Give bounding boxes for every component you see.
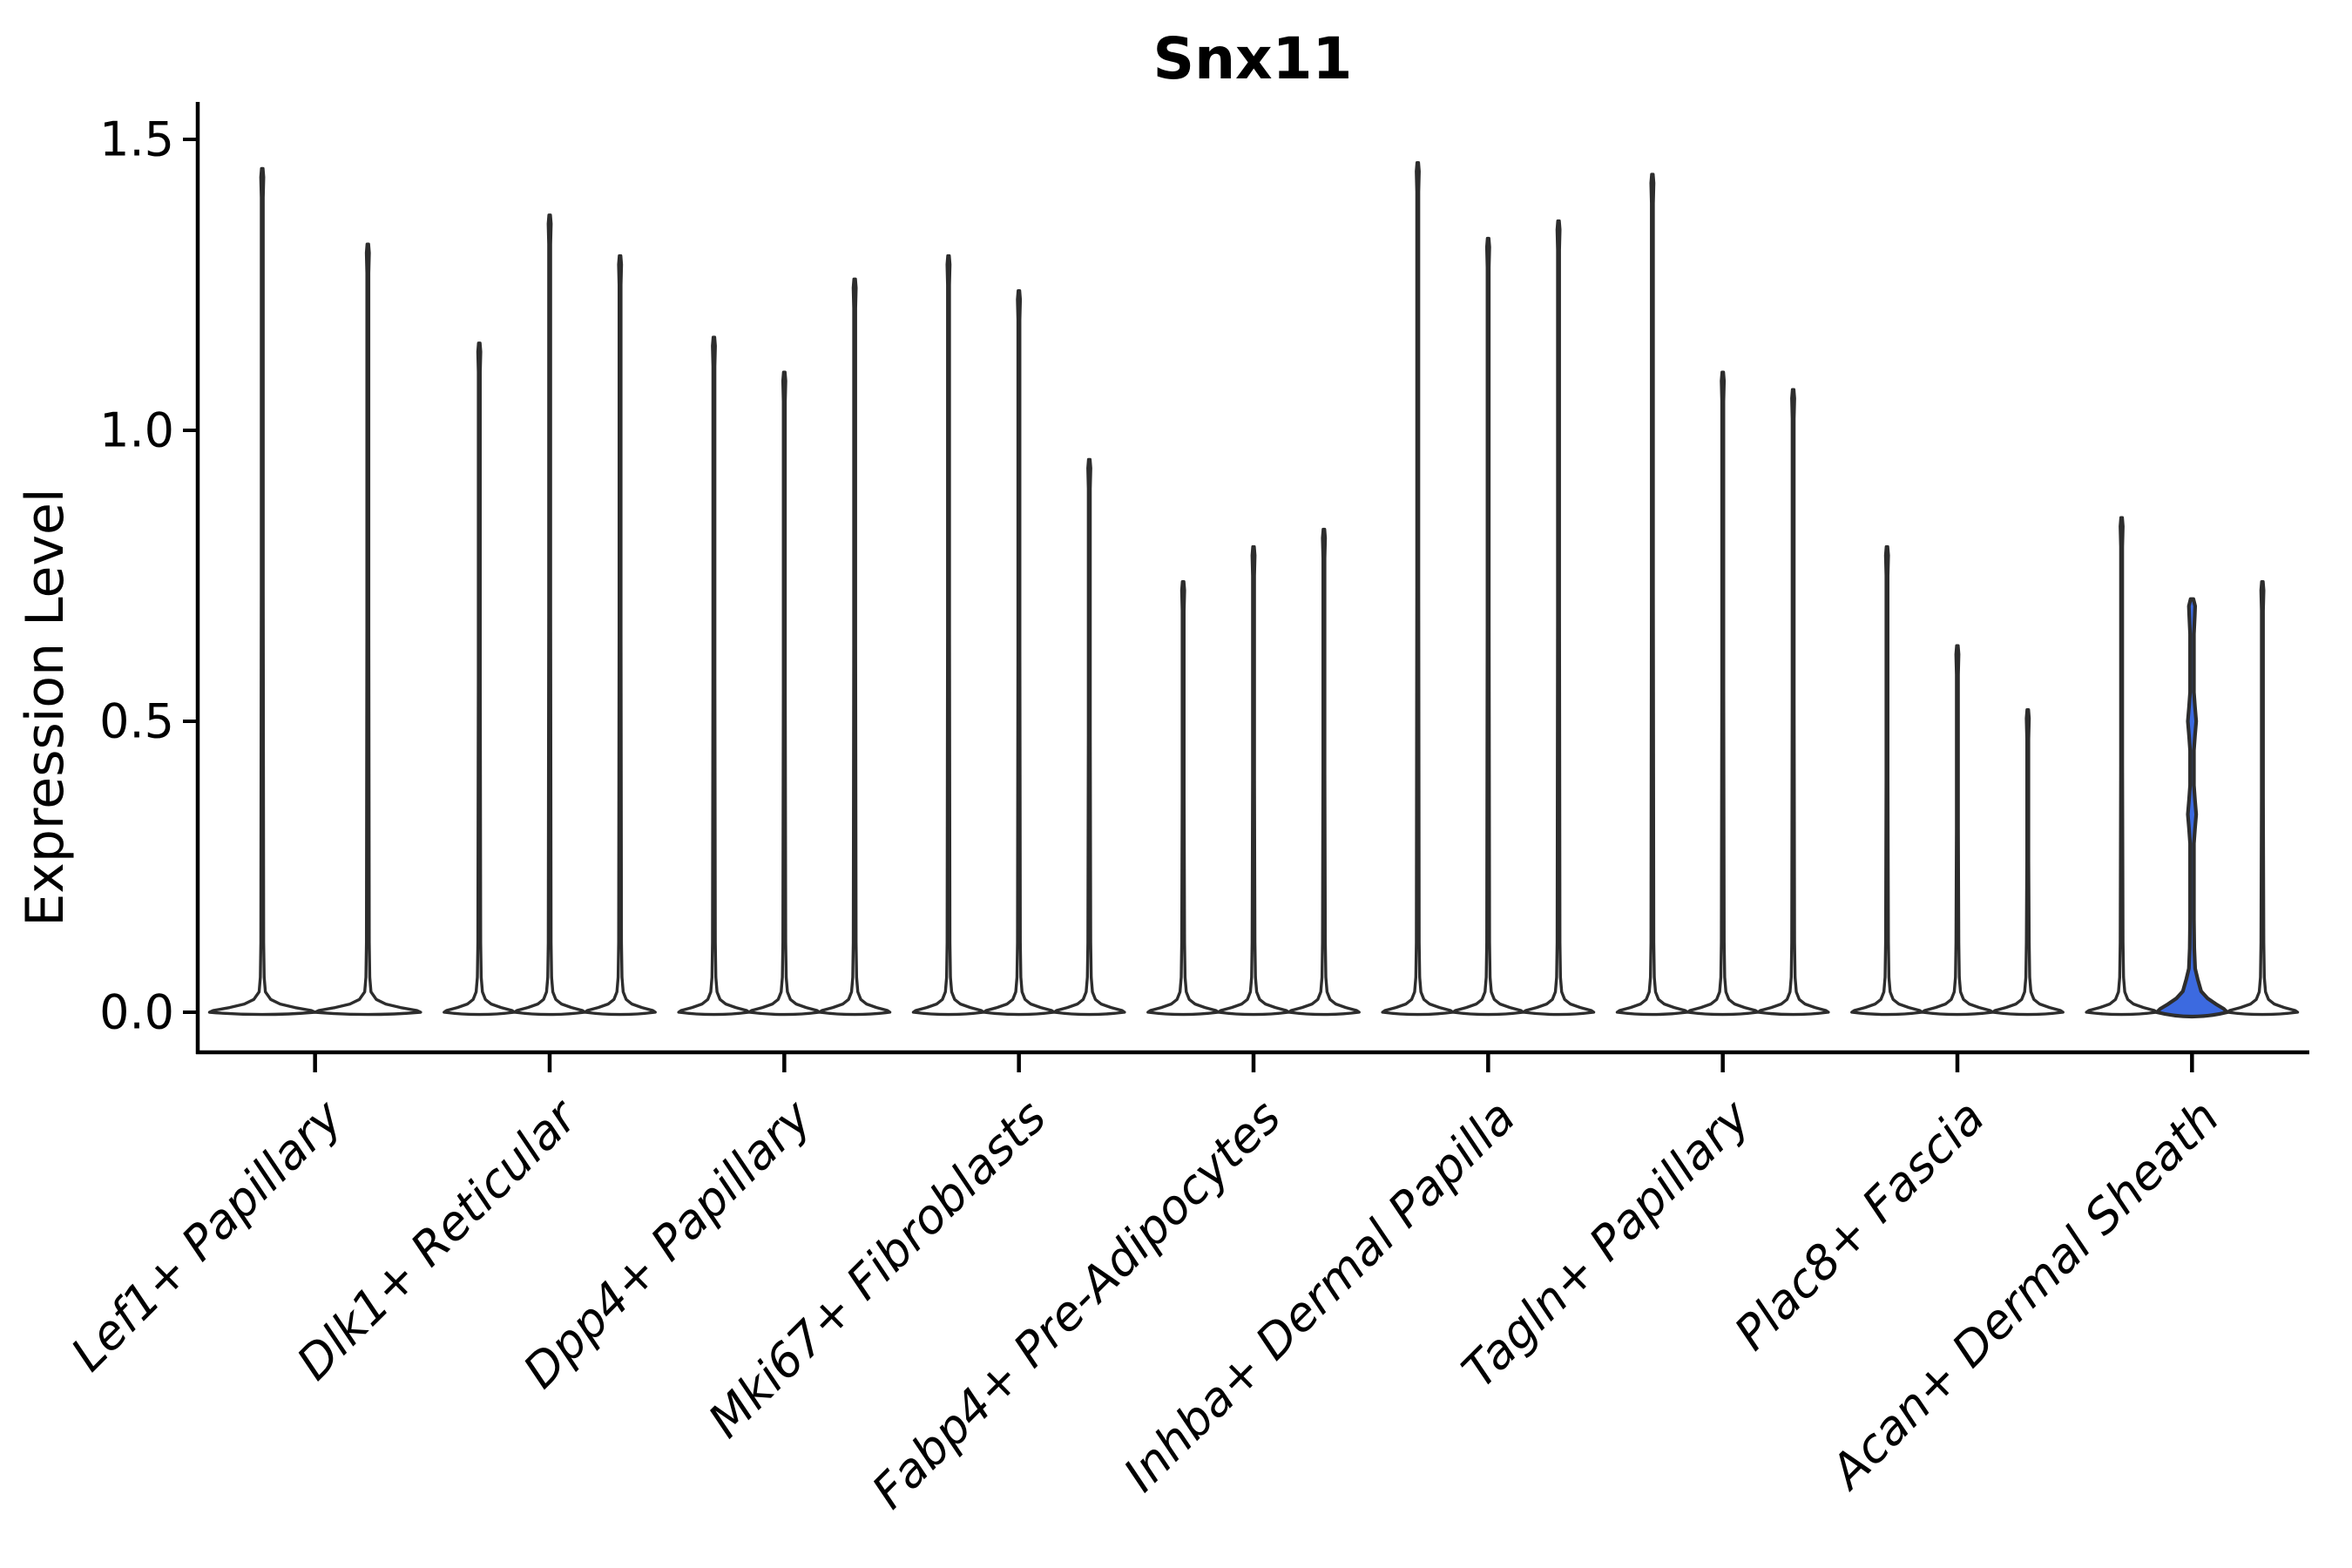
violin-mki67-fibroblasts-2 xyxy=(982,288,1056,1017)
violin-acan-dermal-sheath-1 xyxy=(2085,516,2159,1017)
violin-dlk1-reticular-2 xyxy=(512,213,587,1017)
violin-plac8-fascia-1 xyxy=(1850,544,1924,1017)
violin-highlighted-acan-dermal-sheath xyxy=(2154,597,2229,1019)
violin-fabp4-pre-adipocytes-1 xyxy=(1146,579,1220,1017)
violin-plac8-fascia-2 xyxy=(1920,644,1995,1017)
violin-tagln-papillary-2 xyxy=(1686,370,1760,1017)
violin-lef1-papillary-1 xyxy=(207,166,317,1017)
y-tick-label: 1.5 xyxy=(99,112,174,167)
violin-fabp4-pre-adipocytes-3 xyxy=(1287,527,1361,1017)
y-tick-label: 0.0 xyxy=(99,985,174,1040)
violin-dlk1-reticular-1 xyxy=(443,341,517,1017)
violin-inhba-dermal-papilla-3 xyxy=(1522,219,1596,1017)
violin-tagln-papillary-3 xyxy=(1756,388,1830,1017)
violin-tagln-papillary-1 xyxy=(1615,172,1689,1017)
violin-mki67-fibroblasts-3 xyxy=(1052,457,1126,1017)
violin-lef1-papillary-2 xyxy=(313,242,422,1017)
y-tick-label: 0.5 xyxy=(99,694,174,749)
chart-title: Snx11 xyxy=(1153,25,1353,92)
violin-mki67-fibroblasts-1 xyxy=(911,253,985,1017)
y-axis-label: Expression Level xyxy=(15,488,76,926)
violin-dpp4-papillary-1 xyxy=(677,335,751,1017)
violin-fabp4-pre-adipocytes-2 xyxy=(1216,544,1291,1017)
violin-dpp4-papillary-3 xyxy=(818,277,892,1017)
y-tick-label: 1.0 xyxy=(99,403,174,458)
violin-inhba-dermal-papilla-2 xyxy=(1451,236,1525,1017)
violin-dlk1-reticular-3 xyxy=(583,253,657,1017)
violin-acan-dermal-sheath-3 xyxy=(2226,579,2300,1017)
violin-inhba-dermal-papilla-1 xyxy=(1381,161,1455,1017)
violin-dpp4-papillary-2 xyxy=(747,370,821,1017)
violin-plac8-fascia-3 xyxy=(1990,707,2065,1017)
